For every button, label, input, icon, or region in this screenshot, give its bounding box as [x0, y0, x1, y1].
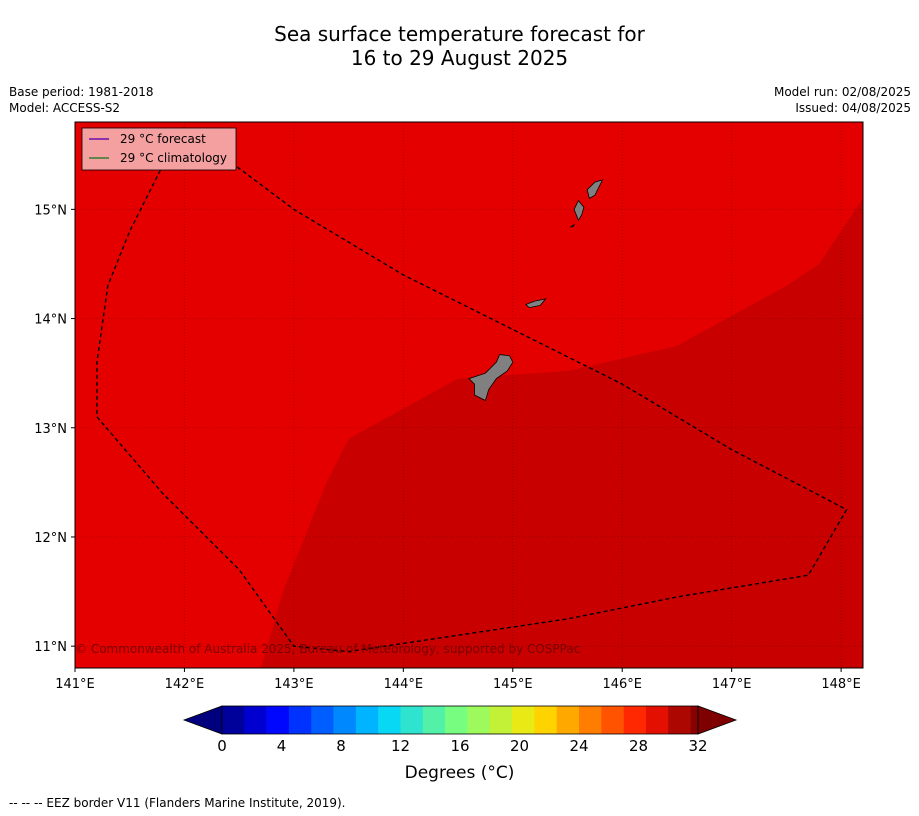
eez-footnote: -- -- -- EEZ border V11 (Flanders Marine… — [9, 796, 346, 810]
lon-tick-label: 144°E — [384, 677, 424, 692]
colorbar-tick-label: 8 — [336, 737, 346, 755]
colorbar-swatch — [400, 706, 424, 734]
colorbar-swatch — [378, 706, 401, 734]
island-guam — [468, 354, 514, 402]
colorbar-swatch — [445, 706, 468, 734]
map-frame — [74, 121, 864, 669]
colorbar-swatch — [579, 706, 602, 734]
colorbar-swatch — [222, 706, 245, 734]
colorbar-tick-label: 32 — [688, 737, 707, 755]
colorbar-tick-label: 12 — [391, 737, 410, 755]
lat-tick-label: 13°N — [34, 422, 67, 437]
title-line-1: Sea surface temperature forecast for — [274, 22, 645, 46]
colorbar-swatch — [311, 706, 334, 734]
colorbar-low-extension — [182, 705, 223, 735]
eez-border-line — [96, 126, 848, 653]
colorbar-tick-label: 0 — [217, 737, 227, 755]
model-name: Model: ACCESS-S2 — [9, 101, 121, 115]
colorbar-swatch — [467, 706, 491, 734]
lat-tick-label: 12°N — [34, 531, 67, 546]
legend-forecast-label: 29 °C forecast — [120, 132, 206, 146]
colorbar-swatch — [690, 706, 699, 734]
map-gridlines — [75, 122, 863, 668]
colorbar-high-extension — [697, 705, 738, 735]
island-rota — [525, 298, 547, 309]
lat-tick-label: 11°N — [34, 640, 67, 655]
colorbar-title: Degrees (°C) — [404, 763, 515, 783]
islands — [468, 179, 604, 402]
lon-tick-label: 147°E — [712, 677, 752, 692]
colorbar-tick-label: 16 — [450, 737, 469, 755]
colorbar: 0 4 8 12 16 20 24 28 32 — [182, 705, 738, 755]
map-legend: 29 °C forecast 29 °C climatology — [81, 127, 237, 171]
legend-box — [81, 127, 237, 171]
colorbar-swatch — [512, 706, 535, 734]
lat-tick-label: 14°N — [34, 313, 67, 328]
colorbar-swatch — [333, 706, 357, 734]
page-title: Sea surface temperature forecast for 16 … — [0, 22, 919, 70]
lat-tick-label: 15°N — [34, 203, 67, 218]
lon-tick-label: 148°E — [821, 677, 861, 692]
colorbar-swatch — [556, 706, 580, 734]
meta-right: Model run: 02/08/2025 Issued: 04/08/2025 — [774, 84, 911, 116]
issued-date: Issued: 04/08/2025 — [795, 101, 911, 115]
colorbar-swatch — [534, 706, 557, 734]
sst-band-warmest — [261, 198, 863, 668]
colorbar-swatch — [601, 706, 624, 734]
colorbar-swatch — [668, 706, 691, 734]
lon-tick-label: 146°E — [602, 677, 642, 692]
island-tinian — [573, 199, 585, 222]
legend-climatology-label: 29 °C climatology — [120, 151, 227, 165]
lon-tick-label: 145°E — [493, 677, 533, 692]
map-area: © Commonwealth of Australia 2025, Bureau… — [75, 122, 863, 668]
colorbar-swatch — [288, 706, 312, 734]
colorbar-swatch — [422, 706, 446, 734]
colorbar-swatch — [266, 706, 290, 734]
colorbar-frame — [221, 705, 699, 735]
colorbar-tick-label: 28 — [629, 737, 648, 755]
colorbar-swatch — [489, 706, 513, 734]
title-line-2: 16 to 29 August 2025 — [350, 46, 569, 70]
island-aguijan — [569, 223, 576, 228]
lon-tick-label: 142°E — [165, 677, 205, 692]
colorbar-swatch — [244, 706, 267, 734]
base-period: Base period: 1981-2018 — [9, 85, 154, 99]
colorbar-swatch — [623, 706, 647, 734]
longitude-ticks: 141°E 142°E 143°E 144°E 145°E 146°E 147°E 148°E — [55, 668, 861, 692]
lon-tick-label: 141°E — [55, 677, 95, 692]
model-run: Model run: 02/08/2025 — [773, 85, 911, 99]
latitude-ticks: 11°N 12°N 13°N 14°N 15°N — [34, 203, 75, 655]
colorbar-tick-label: 20 — [510, 737, 529, 755]
meta-left: Base period: 1981-2018 Model: ACCESS-S2 — [9, 84, 154, 116]
island-saipan — [586, 179, 604, 200]
copyright-text: © Commonwealth of Australia 2025, Bureau… — [75, 642, 580, 656]
lon-tick-label: 143°E — [274, 677, 314, 692]
colorbar-swatch — [355, 706, 379, 734]
colorbar-tick-label: 4 — [277, 737, 287, 755]
colorbar-swatch — [645, 706, 669, 734]
colorbar-tick-label: 24 — [569, 737, 588, 755]
